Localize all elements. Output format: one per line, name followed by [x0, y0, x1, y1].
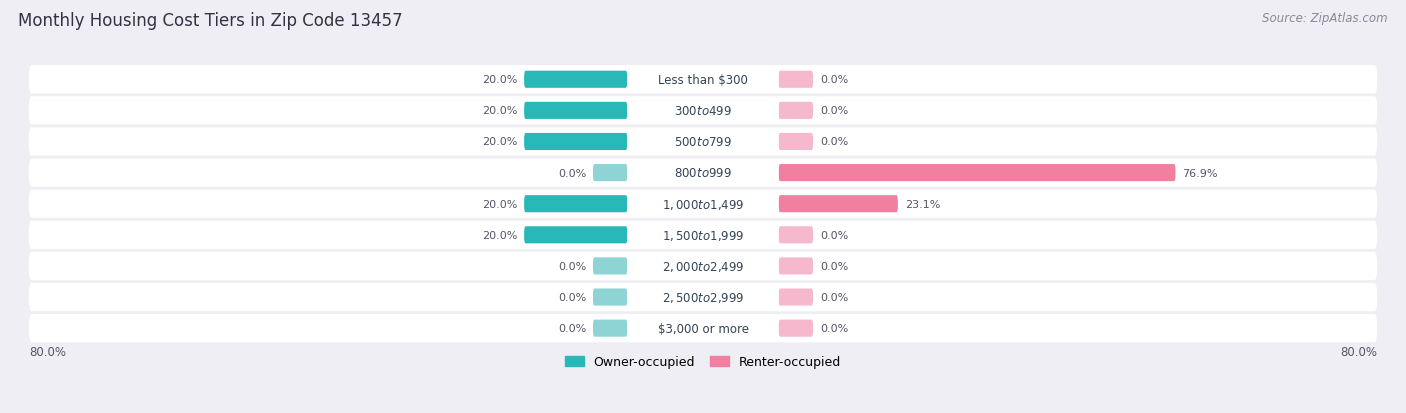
Text: $2,500 to $2,999: $2,500 to $2,999 [662, 290, 744, 304]
FancyBboxPatch shape [779, 196, 898, 213]
FancyBboxPatch shape [28, 283, 1378, 311]
FancyBboxPatch shape [627, 164, 779, 182]
FancyBboxPatch shape [627, 133, 779, 151]
Text: 23.1%: 23.1% [904, 199, 941, 209]
Text: $1,000 to $1,499: $1,000 to $1,499 [662, 197, 744, 211]
Text: 20.0%: 20.0% [482, 137, 517, 147]
FancyBboxPatch shape [779, 258, 813, 275]
FancyBboxPatch shape [28, 252, 1378, 280]
FancyBboxPatch shape [779, 102, 813, 120]
FancyBboxPatch shape [28, 221, 1378, 249]
FancyBboxPatch shape [627, 288, 779, 306]
Text: 0.0%: 0.0% [820, 261, 848, 271]
Text: $3,000 or more: $3,000 or more [658, 322, 748, 335]
FancyBboxPatch shape [28, 159, 1378, 187]
Legend: Owner-occupied, Renter-occupied: Owner-occupied, Renter-occupied [565, 355, 841, 368]
Text: $2,000 to $2,499: $2,000 to $2,499 [662, 259, 744, 273]
FancyBboxPatch shape [627, 195, 779, 213]
FancyBboxPatch shape [593, 320, 627, 337]
FancyBboxPatch shape [28, 128, 1378, 156]
FancyBboxPatch shape [28, 66, 1378, 94]
Text: Less than $300: Less than $300 [658, 74, 748, 87]
FancyBboxPatch shape [627, 71, 779, 89]
FancyBboxPatch shape [524, 71, 627, 89]
FancyBboxPatch shape [627, 226, 779, 244]
FancyBboxPatch shape [779, 133, 813, 151]
Text: 0.0%: 0.0% [820, 75, 848, 85]
FancyBboxPatch shape [627, 102, 779, 120]
FancyBboxPatch shape [779, 165, 1175, 182]
Text: $800 to $999: $800 to $999 [673, 167, 733, 180]
Text: 0.0%: 0.0% [558, 292, 586, 302]
FancyBboxPatch shape [524, 196, 627, 213]
Text: 20.0%: 20.0% [482, 106, 517, 116]
Text: 0.0%: 0.0% [820, 230, 848, 240]
Text: Monthly Housing Cost Tiers in Zip Code 13457: Monthly Housing Cost Tiers in Zip Code 1… [18, 12, 404, 30]
FancyBboxPatch shape [28, 97, 1378, 125]
FancyBboxPatch shape [779, 320, 813, 337]
Text: 80.0%: 80.0% [28, 345, 66, 358]
Text: $300 to $499: $300 to $499 [673, 104, 733, 118]
FancyBboxPatch shape [627, 319, 779, 337]
Text: 0.0%: 0.0% [558, 168, 586, 178]
Text: $500 to $799: $500 to $799 [673, 135, 733, 149]
Text: 80.0%: 80.0% [1340, 345, 1378, 358]
FancyBboxPatch shape [524, 133, 627, 151]
FancyBboxPatch shape [524, 102, 627, 120]
FancyBboxPatch shape [627, 257, 779, 275]
Text: 20.0%: 20.0% [482, 230, 517, 240]
Text: 0.0%: 0.0% [820, 323, 848, 333]
FancyBboxPatch shape [779, 71, 813, 89]
Text: 20.0%: 20.0% [482, 75, 517, 85]
Text: 20.0%: 20.0% [482, 199, 517, 209]
Text: 0.0%: 0.0% [820, 106, 848, 116]
Text: 0.0%: 0.0% [820, 137, 848, 147]
Text: Source: ZipAtlas.com: Source: ZipAtlas.com [1263, 12, 1388, 25]
Text: 0.0%: 0.0% [820, 292, 848, 302]
FancyBboxPatch shape [28, 190, 1378, 218]
Text: $1,500 to $1,999: $1,500 to $1,999 [662, 228, 744, 242]
FancyBboxPatch shape [593, 165, 627, 182]
Text: 0.0%: 0.0% [558, 261, 586, 271]
FancyBboxPatch shape [593, 289, 627, 306]
FancyBboxPatch shape [779, 289, 813, 306]
FancyBboxPatch shape [524, 227, 627, 244]
Text: 76.9%: 76.9% [1182, 168, 1218, 178]
FancyBboxPatch shape [593, 258, 627, 275]
FancyBboxPatch shape [28, 314, 1378, 342]
Text: 0.0%: 0.0% [558, 323, 586, 333]
FancyBboxPatch shape [779, 227, 813, 244]
